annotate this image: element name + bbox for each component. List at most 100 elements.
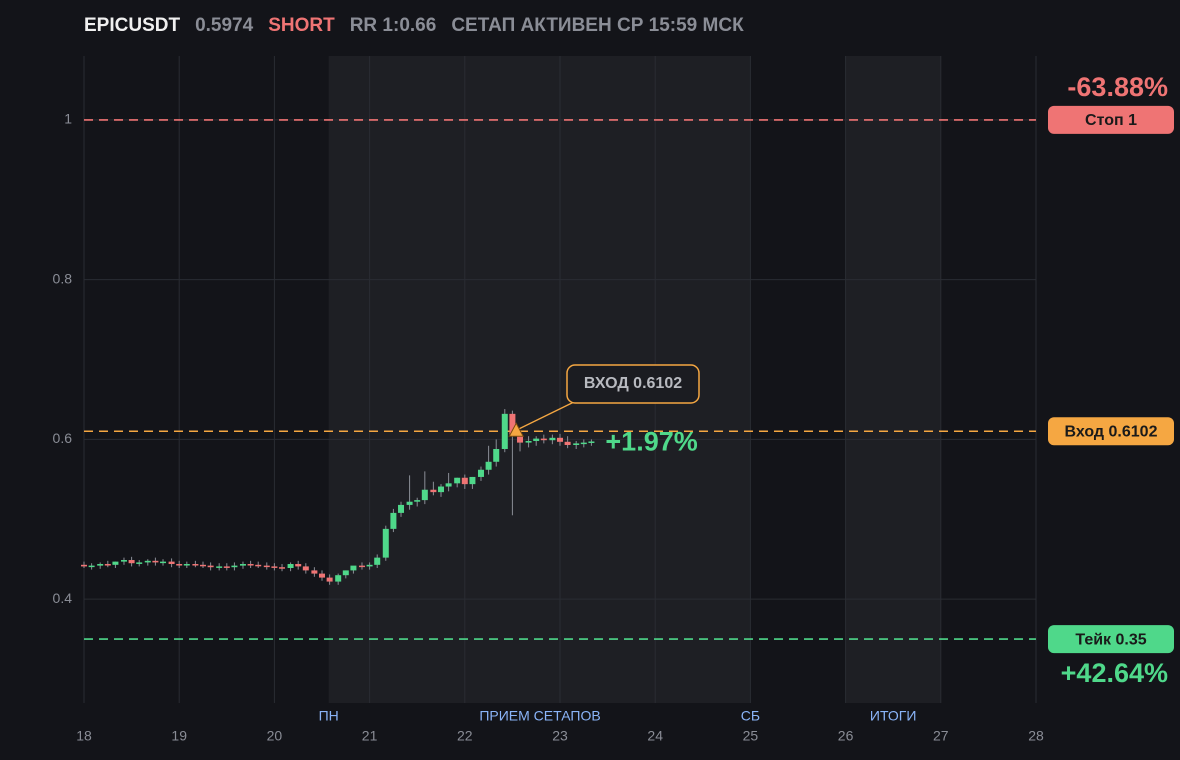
- candle-body: [255, 564, 262, 567]
- candle-body: [540, 438, 547, 441]
- candle-body: [493, 448, 500, 462]
- level-label: Стоп 1: [1085, 112, 1137, 129]
- candle-body: [207, 565, 214, 568]
- session-label: ПН: [319, 708, 339, 724]
- session-label: ИТОГИ: [870, 708, 917, 724]
- candle-body: [128, 560, 135, 564]
- candle-body: [152, 560, 159, 563]
- candle-body: [406, 501, 413, 505]
- candle-body: [311, 570, 318, 574]
- x-tick-label: 19: [171, 728, 187, 744]
- x-tick-label: 18: [76, 728, 92, 744]
- candle-body: [454, 477, 461, 484]
- candle-body: [485, 461, 492, 470]
- candle-body: [200, 564, 206, 567]
- candle-body: [557, 437, 563, 442]
- risk-reward: RR 1:0.66: [349, 15, 437, 36]
- candle-body: [374, 557, 381, 565]
- x-tick-label: 23: [552, 728, 568, 744]
- session-label: СБ: [741, 708, 760, 724]
- x-tick-label: 28: [1028, 728, 1044, 744]
- entry-marker: [508, 422, 525, 437]
- candle-body: [335, 575, 342, 582]
- candle-body: [247, 564, 254, 566]
- candle-body: [136, 562, 143, 564]
- side: SHORT: [268, 15, 335, 36]
- level-label: Тейк 0.35: [1075, 631, 1146, 648]
- x-tick-label: 22: [457, 728, 473, 744]
- candle-body: [580, 442, 587, 445]
- candle-body: [160, 561, 167, 564]
- candle-body: [573, 443, 580, 445]
- candle-body: [97, 564, 104, 566]
- y-tick-label: 0.6: [53, 430, 73, 446]
- candle-body: [414, 500, 421, 502]
- candle-body: [104, 564, 111, 566]
- candle-body: [342, 570, 349, 576]
- session-band: [845, 56, 941, 703]
- candle-body: [390, 512, 397, 529]
- candle-body: [271, 566, 278, 568]
- session-label: ПРИЕМ СЕТАПОВ: [479, 708, 600, 724]
- y-tick-label: 1: [64, 111, 72, 127]
- candle-body: [295, 564, 302, 567]
- level-tag: [1048, 105, 1174, 134]
- candle-body: [216, 566, 223, 568]
- candle-body: [223, 566, 230, 568]
- candle-body: [350, 565, 357, 571]
- candle-body: [517, 436, 524, 443]
- x-tick-label: 26: [838, 728, 854, 744]
- annotation-text: ВХОД 0.6102: [584, 375, 682, 392]
- candle-body: [231, 565, 238, 568]
- x-tick-label: 21: [362, 728, 378, 744]
- candle-body: [445, 483, 452, 487]
- candle-body: [279, 567, 286, 569]
- x-tick-label: 24: [647, 728, 663, 744]
- header: EPICUSDT 0.5974 SHORT RR 1:0.66 СЕТАП АК…: [84, 15, 744, 37]
- candle-body: [358, 565, 365, 568]
- status: СЕТАП АКТИВЕН СР 15:59 МСК: [451, 15, 744, 36]
- candle-body: [366, 564, 373, 567]
- candle-body: [239, 564, 246, 566]
- candle-body: [319, 573, 325, 578]
- x-tick-label: 25: [743, 728, 759, 744]
- candle-body: [588, 441, 595, 443]
- candle-body: [112, 561, 119, 565]
- level-pct: -63.88%: [1067, 72, 1168, 102]
- candle-body: [120, 560, 127, 562]
- candle-body: [302, 566, 309, 571]
- candle-body: [263, 565, 270, 568]
- candle-body: [81, 564, 87, 567]
- level-tag: [1048, 417, 1174, 446]
- candle-body: [168, 561, 175, 565]
- candle-body: [382, 528, 389, 558]
- candle-body: [438, 486, 444, 493]
- candle-body: [183, 564, 190, 566]
- candle-body: [525, 441, 532, 443]
- candle-body: [430, 489, 437, 493]
- y-tick-label: 0.8: [53, 270, 73, 286]
- symbol: EPICUSDT: [84, 15, 181, 36]
- candle-body: [88, 565, 95, 568]
- candle-body: [564, 441, 571, 445]
- level-label: Вход 0.6102: [1065, 423, 1158, 440]
- y-tick-label: 0.4: [53, 590, 73, 606]
- level-pct: +42.64%: [1061, 658, 1168, 688]
- candle-body: [144, 560, 151, 563]
- candle-body: [533, 438, 540, 442]
- candle-body: [469, 476, 476, 485]
- candle-body: [326, 577, 333, 582]
- candle-body: [509, 413, 516, 437]
- current-pnl: +1.97%: [605, 427, 697, 457]
- x-tick-label: 27: [933, 728, 949, 744]
- candle-body: [287, 564, 294, 569]
- x-tick-label: 20: [267, 728, 283, 744]
- candle-body: [421, 489, 428, 501]
- annotation-box: [566, 364, 700, 404]
- candle-body: [176, 564, 183, 566]
- candle-body: [501, 413, 508, 449]
- level-tag: [1048, 625, 1174, 654]
- annotation-arrow: [517, 400, 577, 430]
